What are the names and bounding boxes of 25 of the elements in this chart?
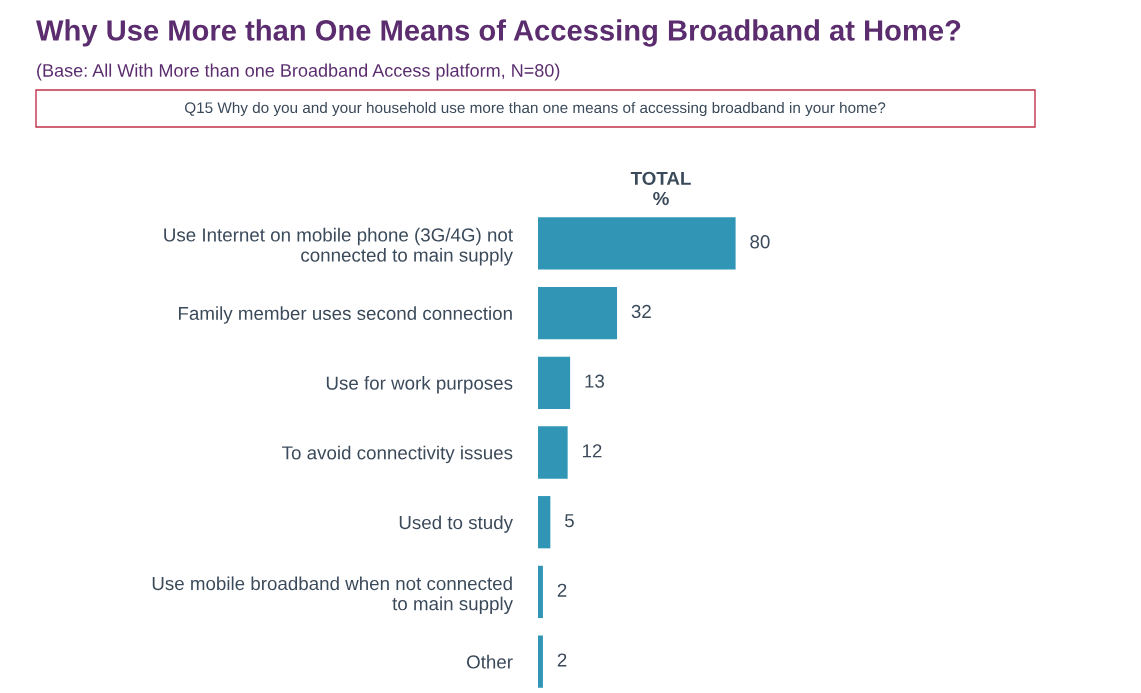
data-label: 2 — [557, 653, 567, 667]
y-tick-label: Use mobile broadband when not connected to main supply — [152, 576, 513, 615]
y-tick-label: Family member uses second connection — [178, 306, 512, 324]
bar — [538, 426, 568, 479]
bar — [538, 496, 551, 549]
bar — [538, 635, 543, 688]
data-label: 80 — [750, 235, 770, 249]
data-label: 13 — [585, 374, 605, 388]
bar — [538, 356, 571, 409]
y-tick-label: Use for work purposes — [326, 375, 513, 394]
data-label: 32 — [631, 304, 651, 319]
data-label: 2 — [557, 583, 567, 597]
data-label: 12 — [582, 444, 602, 458]
bar — [538, 565, 543, 619]
data-label: 5 — [564, 514, 574, 528]
bar — [538, 217, 736, 270]
y-tick-label: To avoid connectivity issues — [282, 445, 513, 464]
x-axis-title: TOTAL % — [630, 171, 691, 206]
bar — [538, 286, 618, 340]
chart-title: Why Use More than One Means of Accessing Broadband at Home? — [36, 19, 961, 47]
y-tick-label: Used to study — [399, 515, 513, 533]
text: (Base: All With More than one Broadband Access platform, N=80) — [37, 63, 560, 81]
y-tick-label: Use Internet on mobile phone (3G/4G) not connected to main supply — [164, 227, 513, 266]
y-tick-label: Other — [467, 654, 513, 669]
text: Q15 Why do you and your household use more than one means of accessing broadband in your home? — [184, 101, 886, 117]
